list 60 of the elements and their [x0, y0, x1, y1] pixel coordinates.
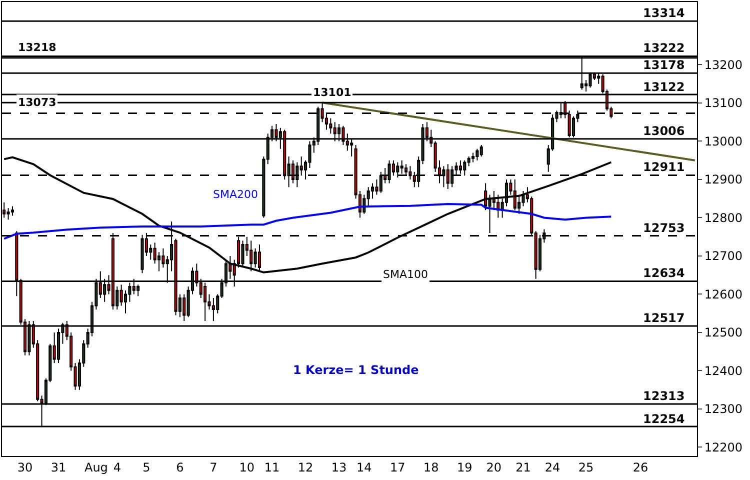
x-tick-label: 13 [331, 460, 347, 474]
candlestick [140, 234, 144, 274]
ref-line-label: 12517 [643, 311, 685, 325]
y-tick-label: 12500 [704, 326, 743, 340]
annotation: 1 Kerze= 1 Stunde [293, 363, 419, 377]
x-tick-label: 17 [390, 460, 406, 474]
y-tick-label: 12700 [704, 249, 743, 264]
x-tick-label: 7 [210, 460, 218, 474]
x-tick-label: 31 [50, 460, 66, 474]
ref-line-label: 12911 [643, 160, 685, 174]
candlestick [241, 240, 244, 268]
x-tick-label: 5 [142, 460, 150, 474]
x-tick-label: 21 [516, 460, 531, 474]
ref-line-label: 12254 [643, 412, 685, 426]
x-tick-label: 6 [176, 460, 184, 474]
x-tick-label: 11 [264, 460, 280, 474]
y-tick-label: 12200 [704, 440, 743, 454]
y-tick-label: 13000 [704, 134, 743, 148]
annotation: SMA200 [213, 188, 258, 201]
y-tick-label: 13200 [704, 58, 743, 72]
candlestick [496, 194, 500, 218]
y-tick-label: 12600 [704, 287, 743, 302]
ref-line-label: 12313 [643, 389, 685, 403]
candlestick [212, 298, 215, 322]
x-tick-label: 20 [486, 460, 502, 474]
candlestick [471, 152, 475, 163]
annotation: 13101 [313, 86, 352, 99]
x-tick-label: 30 [17, 460, 33, 474]
candlestick [463, 160, 466, 176]
y-tick-label: 13100 [704, 96, 743, 110]
candlestick [10, 206, 14, 216]
candlestick [513, 178, 516, 211]
y-tick-label: 12900 [704, 172, 743, 187]
x-tick-label: Aug [84, 460, 108, 474]
annotation: 13073 [18, 96, 56, 109]
ref-line-label: 13222 [643, 41, 685, 55]
line-series [3, 202, 612, 240]
annotation: 13218 [18, 41, 56, 54]
x-tick-label: 12 [298, 460, 314, 474]
ref-line-label: 13122 [643, 80, 685, 94]
x-tick-label: 25 [578, 460, 594, 474]
ref-line-label: 12634 [643, 266, 685, 280]
x-tick-label: 14 [356, 460, 372, 474]
ref-line-label: 13178 [643, 58, 685, 72]
annotation: SMA100 [383, 268, 428, 281]
y-tick-label: 12300 [704, 402, 743, 416]
y-tick-label: 12800 [704, 210, 743, 225]
candlestick [446, 164, 450, 190]
ref-line-label: 13006 [643, 124, 685, 138]
ref-line-label: 13314 [643, 6, 685, 20]
x-tick-label: 10 [239, 460, 255, 474]
candlestick [476, 148, 479, 161]
x-tick-label: 26 [632, 460, 648, 474]
ref-line-label: 12753 [643, 221, 685, 235]
y-tick-label: 12400 [704, 364, 743, 378]
x-tick-label: 18 [424, 460, 439, 474]
x-tick-label: 19 [457, 460, 472, 474]
x-tick-label: 24 [544, 460, 560, 474]
x-tick-label: 4 [113, 460, 121, 474]
candlestick [480, 144, 483, 158]
